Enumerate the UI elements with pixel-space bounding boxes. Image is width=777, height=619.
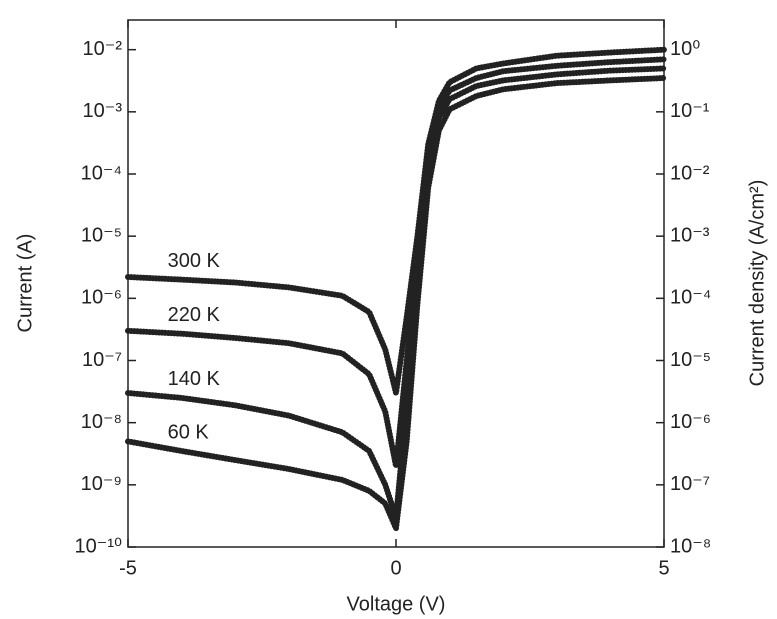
y-tick-label: 10⁻³ xyxy=(83,100,123,122)
series-label: 60 K xyxy=(168,421,210,443)
series-line xyxy=(125,75,667,532)
y-tick-label: 10⁻⁹ xyxy=(81,473,122,495)
y-tick-label: 10⁻⁴ xyxy=(81,162,122,184)
y-tick-label: 10⁻² xyxy=(83,38,123,60)
y-tick-label: 10⁻¹⁰ xyxy=(75,535,122,557)
series-line xyxy=(125,46,667,396)
series-label: 300 K xyxy=(168,250,221,272)
x-tick-label: -5 xyxy=(119,557,137,579)
y2-tick-label: 10⁰ xyxy=(670,38,700,60)
y2-tick-label: 10⁻⁶ xyxy=(670,411,711,433)
y-tick-label: 10⁻⁵ xyxy=(81,224,122,246)
y-axis-label: Current (A) xyxy=(14,234,36,333)
x-tick-label: 5 xyxy=(658,557,669,579)
y2-axis-label: Current density (A/cm²) xyxy=(746,180,768,387)
y2-tick-label: 10⁻¹ xyxy=(670,100,710,122)
y2-tick-label: 10⁻⁴ xyxy=(670,287,711,309)
y2-tick-label: 10⁻⁸ xyxy=(670,535,711,557)
x-tick-label: 0 xyxy=(390,557,401,579)
y2-tick-label: 10⁻⁵ xyxy=(670,349,711,371)
y-tick-label: 10⁻⁸ xyxy=(81,411,122,433)
y2-tick-label: 10⁻³ xyxy=(670,224,710,246)
y2-tick-label: 10⁻⁷ xyxy=(670,473,710,495)
x-axis-label: Voltage (V) xyxy=(347,593,446,615)
series-label: 140 K xyxy=(168,368,221,390)
y-tick-label: 10⁻⁷ xyxy=(82,349,122,371)
y-tick-label: 10⁻⁶ xyxy=(81,287,122,309)
series-label: 220 K xyxy=(168,304,221,326)
y2-tick-label: 10⁻² xyxy=(670,162,710,184)
